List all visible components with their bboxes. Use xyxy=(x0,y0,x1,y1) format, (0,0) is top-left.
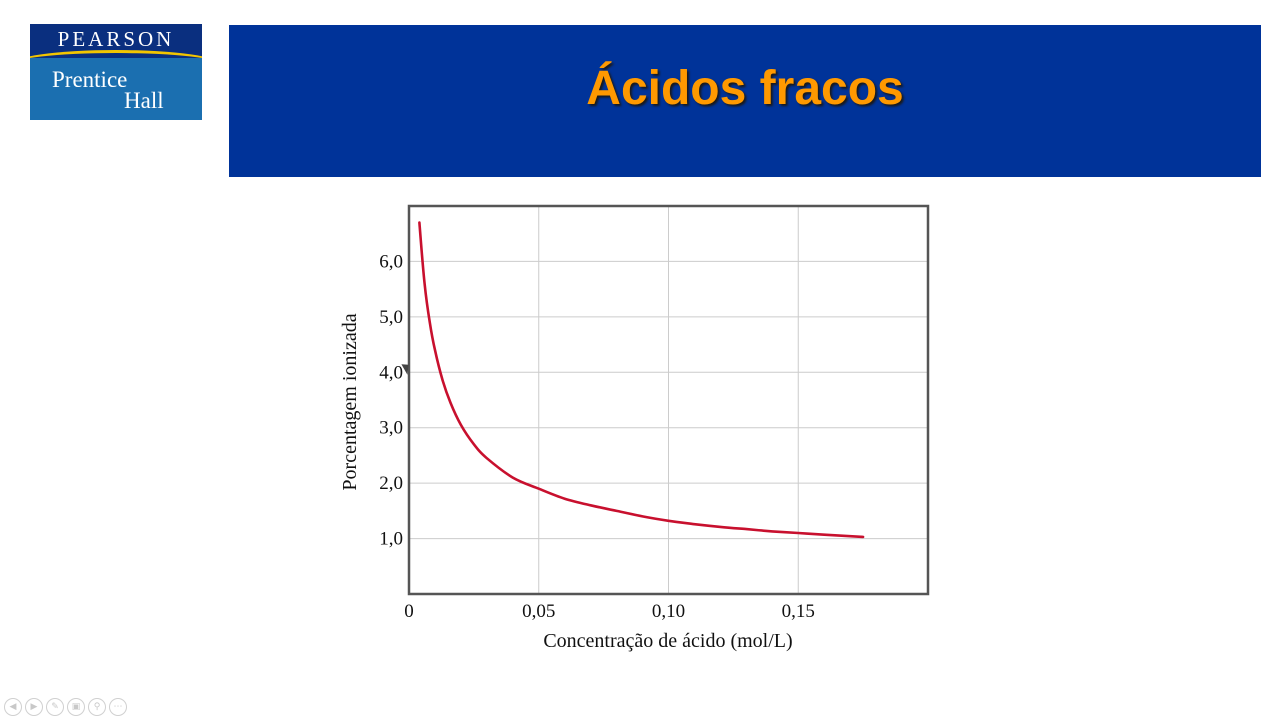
x-tick-labels: 0 0,05 0,10 0,15 xyxy=(404,601,815,622)
logo-line2: Hall xyxy=(124,88,164,113)
plot-frame xyxy=(407,204,930,596)
x-tick-label: 0,05 xyxy=(522,601,555,622)
more-icon[interactable]: ⋯ xyxy=(109,698,127,716)
y-tick-label: 5,0 xyxy=(379,307,403,328)
pen-icon[interactable]: ✎ xyxy=(46,698,64,716)
logo-brand: PEARSON xyxy=(57,27,175,51)
zoom-icon[interactable]: ⚲ xyxy=(88,698,106,716)
series-layer xyxy=(418,221,865,539)
pearson-prentice-hall-logo: PEARSON Prentice Hall xyxy=(30,24,202,120)
grid-lines xyxy=(409,206,928,594)
y-axis-title: Porcentagem ionizada xyxy=(339,313,361,490)
y-tick-label: 1,0 xyxy=(379,529,403,550)
y-tick-label: 3,0 xyxy=(379,418,403,439)
slides-icon[interactable]: ▣ xyxy=(67,698,85,716)
y-tick-labels: 1,0 2,0 3,0 4,0 5,0 6,0 xyxy=(379,251,403,549)
ionization-chart: 0 0,05 0,10 0,15 1,0 2,0 3,0 4,0 5,0 6,0 Concent… xyxy=(339,204,930,652)
x-axis-title: Concentração de ácido (mol/L) xyxy=(543,630,792,652)
x-tick-label: 0,15 xyxy=(782,601,815,622)
slide-nav-bar: ◀ ▶ ✎ ▣ ⚲ ⋯ xyxy=(4,698,127,718)
y-tick-label: 6,0 xyxy=(379,251,403,272)
series-line xyxy=(418,221,865,539)
prev-icon[interactable]: ◀ xyxy=(4,698,22,716)
next-icon[interactable]: ▶ xyxy=(25,698,43,716)
title-banner: Ácidos fracos xyxy=(229,25,1261,177)
logo-line1: Prentice xyxy=(52,67,128,92)
x-tick-label: 0 xyxy=(404,601,414,622)
y-tick-label: 2,0 xyxy=(379,473,403,494)
slide-title: Ácidos fracos xyxy=(586,62,904,115)
logo-gold-arc xyxy=(30,50,202,80)
x-tick-label: 0,10 xyxy=(652,601,685,622)
y-tick-label: 4,0 xyxy=(379,362,403,383)
